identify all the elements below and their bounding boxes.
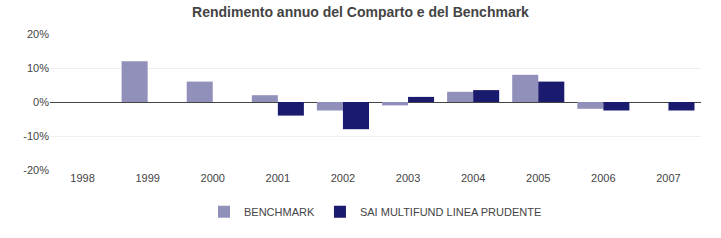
svg-text:10%: 10% [27,62,49,74]
svg-text:2001: 2001 [266,172,290,184]
svg-text:BENCHMARK: BENCHMARK [244,206,315,218]
svg-text:-20%: -20% [23,164,49,176]
svg-text:1998: 1998 [70,172,94,184]
svg-text:2004: 2004 [461,172,485,184]
svg-text:2006: 2006 [591,172,615,184]
svg-text:1999: 1999 [135,172,159,184]
svg-text:20%: 20% [27,28,49,40]
svg-text:SAI MULTIFUND LINEA PRUDENTE: SAI MULTIFUND LINEA PRUDENTE [360,206,541,218]
svg-text:2003: 2003 [396,172,420,184]
svg-text:2005: 2005 [526,172,550,184]
svg-text:-10%: -10% [23,130,49,142]
svg-text:Rendimento annuo del Comparto: Rendimento annuo del Comparto e del Benc… [192,4,529,20]
svg-text:2002: 2002 [331,172,355,184]
svg-text:2000: 2000 [201,172,225,184]
svg-text:0%: 0% [33,96,49,108]
svg-text:2007: 2007 [656,172,680,184]
